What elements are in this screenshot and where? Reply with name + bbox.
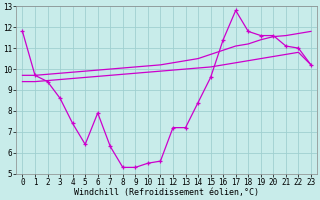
X-axis label: Windchill (Refroidissement éolien,°C): Windchill (Refroidissement éolien,°C) (74, 188, 259, 197)
